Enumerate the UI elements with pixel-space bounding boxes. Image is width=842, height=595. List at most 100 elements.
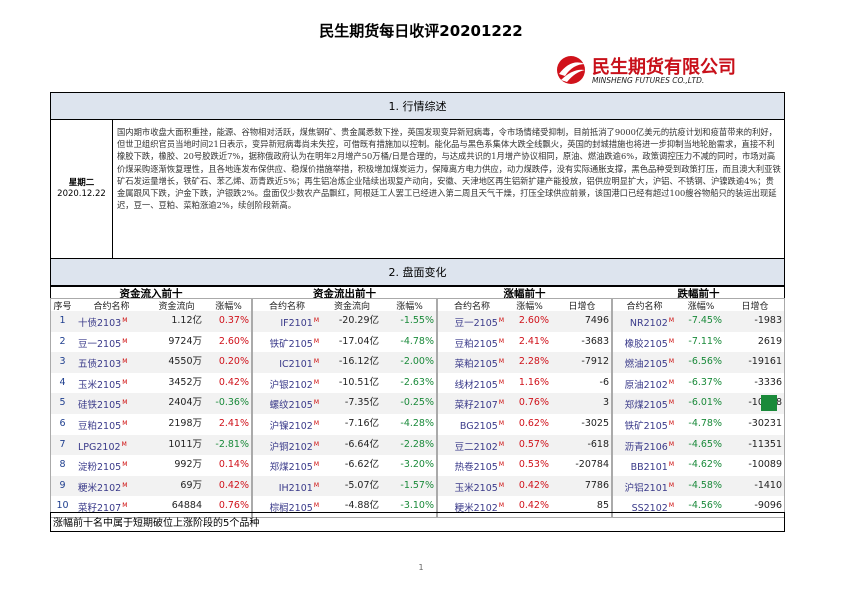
cell-text: 2198万 [168, 418, 202, 429]
cell-text: 0.57% [518, 438, 549, 450]
cell-text: -4.78% [400, 335, 434, 347]
table-cell: 沥青2106M [612, 435, 677, 456]
cell-text: 郑煤2105 [624, 400, 668, 412]
contract-suffix: M [668, 358, 674, 366]
column-header: 日增仓 [568, 302, 596, 312]
table-cell: 9724万 [148, 332, 205, 353]
company-cn: 民生期货有限公司 [592, 57, 736, 78]
cell-text: -19161 [748, 356, 782, 368]
cell-text: -4.28% [400, 418, 434, 429]
cell-text: -6.01% [688, 397, 722, 409]
contract-suffix: M [122, 317, 128, 324]
summary-text: 国内期市收盘大面积重挫，能源、谷物相对活跃，煤焦钢矿、贵金属悉数下挫，英国发现变… [117, 127, 781, 211]
table-cell: 玉米2105M [75, 373, 148, 394]
cell-text: IC2101 [279, 359, 313, 371]
table-cell: -3336 [725, 373, 785, 394]
cell-text: -0.36% [215, 397, 249, 409]
cell-text: 0.42% [218, 479, 249, 491]
table-cell: -1.57% [382, 476, 437, 497]
row-band [253, 311, 436, 332]
cell-text: NR2102 [629, 318, 668, 330]
cell-text: 豆粕2105 [454, 338, 498, 350]
cell-text: 0.37% [218, 315, 249, 326]
table-cell: -10089 [725, 455, 785, 476]
cell-text: IF2101 [280, 318, 313, 330]
contract-suffix: M [498, 420, 504, 427]
cell-text: -0.25% [400, 397, 434, 409]
cell-text: -6 [599, 376, 609, 388]
cell-text: 菜粕2105 [454, 359, 498, 371]
cell-text: -4.65% [688, 438, 722, 450]
table-cell: 郑煤2105M [252, 455, 322, 476]
contract-suffix: M [498, 358, 504, 366]
row-band [253, 475, 436, 497]
row-band [613, 311, 784, 332]
table-cell: -7912 [552, 352, 612, 373]
contract-suffix: M [122, 461, 128, 469]
row-band [51, 475, 251, 497]
contract-suffix: M [313, 399, 319, 407]
table-cell: 3 [552, 393, 612, 414]
cell-text: 3 [602, 397, 609, 409]
cell-text: 7496 [584, 315, 609, 326]
row-band [438, 393, 611, 414]
table-cell: 2619 [725, 332, 785, 353]
cell-text: -3336 [754, 376, 782, 388]
table-cell: 菜籽2107M [75, 496, 148, 517]
cell-text: 五债2103 [78, 359, 122, 371]
row-band [613, 393, 784, 414]
cell-text: 沪铝2101 [624, 482, 668, 494]
contract-suffix: M [313, 420, 319, 427]
contract-suffix: M [498, 440, 504, 448]
table-cell: 2.60% [205, 332, 252, 353]
cell-text: -20784 [575, 459, 609, 471]
column-header: 资金流向 [158, 302, 195, 312]
date: 2020.12.22 [57, 189, 106, 199]
row-band [51, 311, 251, 332]
row-band [253, 434, 436, 456]
logo-icon [557, 56, 585, 84]
cell-text: 4550万 [168, 356, 202, 368]
table-cell: -4.78% [382, 332, 437, 353]
contract-suffix: M [668, 337, 674, 345]
table-cell: SS2102M [612, 496, 677, 517]
table-cell: 玉米2105M [437, 476, 507, 497]
note-cell [50, 512, 785, 532]
cell-text: IH2101 [278, 482, 313, 494]
group-title: 资金流出前十 [313, 288, 376, 300]
cell-text: 64884 [171, 500, 202, 512]
cell-text: 2.41% [218, 418, 249, 429]
table-cell: 2.41% [205, 414, 252, 435]
cell-text: -7.45% [688, 315, 722, 326]
group-border [50, 298, 252, 518]
table-cell: 0.14% [205, 455, 252, 476]
cell-text: 螺纹2105 [269, 400, 313, 412]
table-cell: -20.29亿 [322, 311, 382, 332]
table-cell: 豆一2105M [437, 311, 507, 332]
cell-text: 0.42% [518, 479, 549, 491]
table-cell: 豆粕2105M [437, 332, 507, 353]
table-cell: 十债2103M [75, 311, 148, 332]
doc-title: 民生期货每日收评20201222 [319, 22, 523, 40]
table-cell: 3452万 [148, 373, 205, 394]
contract-suffix: M [122, 481, 128, 489]
column-header: 合约名称 [93, 302, 130, 312]
table-cell: -2.00% [382, 352, 437, 373]
table-cell: 0.57% [507, 435, 552, 456]
contract-suffix: M [313, 317, 319, 324]
table-cell: 0.42% [507, 496, 552, 517]
contract-suffix: M [668, 461, 674, 469]
table-cell: 五债2103M [75, 352, 148, 373]
cell-text: 0.42% [218, 376, 249, 388]
cell-text: 992万 [174, 459, 202, 471]
cell-text: 原油2102 [624, 379, 668, 391]
table-cell: IH2101M [252, 476, 322, 497]
cell-text: 十债2103 [78, 318, 122, 330]
table-cell: 0.76% [205, 496, 252, 517]
contract-suffix: M [668, 399, 674, 407]
cell-text: -4.62% [688, 459, 722, 471]
table-cell: 2 [50, 332, 75, 353]
cell-text: -4.58% [688, 479, 722, 491]
table-cell: -6.37% [677, 373, 725, 394]
cell-text: SS2102 [631, 503, 668, 515]
